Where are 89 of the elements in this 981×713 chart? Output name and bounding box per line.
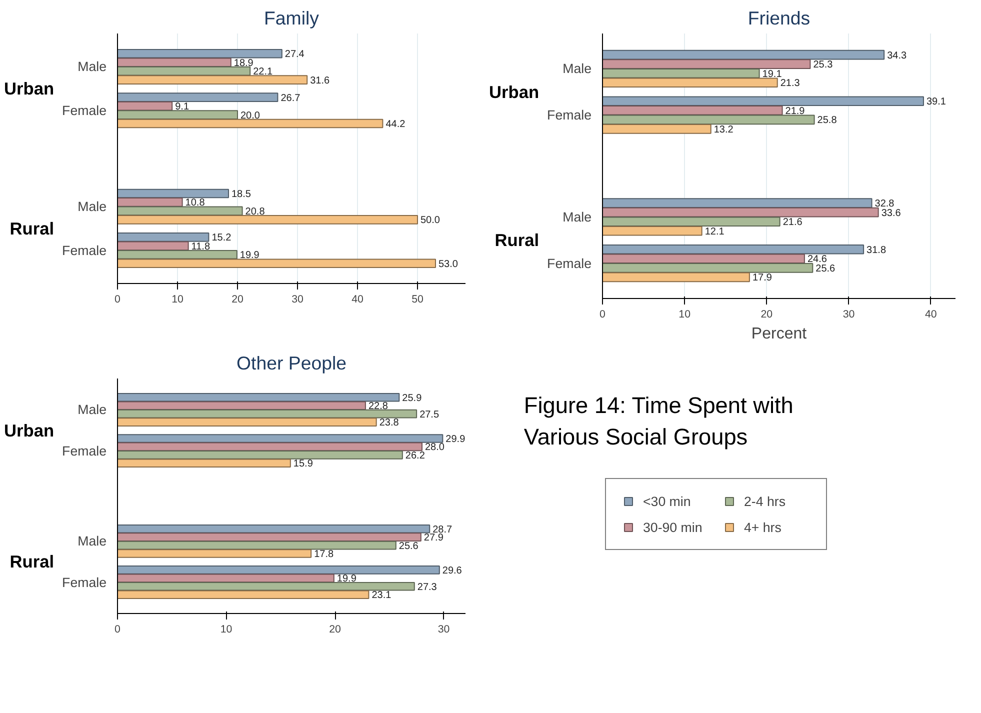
data-label: 15.9 [293,458,314,470]
data-label: 27.5 [420,409,440,420]
data-label: 50.0 [420,215,440,226]
data-label: 23.8 [379,418,400,429]
data-label: 33.6 [881,208,902,219]
data-label: 28.0 [425,442,445,454]
chart-title: Friends [748,8,810,28]
x-tick-label: 20 [329,624,341,636]
x-tick-label: 0 [600,308,606,320]
data-label: 22.1 [253,66,273,78]
legend-label: 4+ hrs [744,520,782,534]
caption: Figure 14: Time Spent with Various Social Groups [524,392,794,450]
y-tick-label: Male [562,209,592,224]
legend-label: <30 min [643,494,692,508]
x-tick-label: 20 [760,308,773,320]
x-tick-label: 20 [232,294,244,306]
data-label: 29.9 [446,434,466,445]
data-label: 12.1 [704,226,725,238]
data-label: 31.6 [310,75,330,86]
y-tick-label: Male [78,402,106,418]
x-tick-label: 10 [678,308,691,320]
chart-title: Other People [236,352,346,374]
y-tick-label: Female [62,443,107,458]
x-tick-label: 40 [352,294,364,306]
y-tick-label: Male [78,199,106,214]
data-label: 18.5 [232,188,252,200]
data-label: 11.8 [191,241,210,252]
data-label: 21.3 [780,78,800,90]
y-tick-label: Male [562,61,592,76]
data-label: 53.0 [438,258,458,270]
data-label: 19.9 [240,250,260,262]
data-label: 10.8 [185,198,206,209]
y-tick-label: Male [78,59,106,74]
chart-title: Family [264,8,320,28]
data-label: 17.8 [314,549,334,560]
x-tick-label: 30 [292,294,304,306]
text: Urban [488,82,540,102]
data-label: 21.6 [782,217,803,228]
data-label: 20.8 [245,206,266,218]
data-label: 15.2 [212,232,232,244]
x-tick-label: 50 [412,294,424,306]
data-label: 17.9 [752,272,772,284]
data-label: 20.0 [240,110,260,122]
data-label: 26.2 [405,450,426,462]
y-tick-label: Female [62,574,107,590]
text: Rural [10,218,54,238]
legend-label: 30-90 min [643,520,704,534]
data-label: 39.1 [926,96,946,108]
text: Rural [10,552,54,572]
data-label: 29.6 [442,565,462,576]
x-tick-label: 30 [438,624,450,636]
data-label: 27.4 [284,49,305,60]
data-label: 21.9 [785,106,806,117]
y-tick-label: Female [62,242,107,258]
x-tick-label: 30 [842,308,855,320]
data-label: 25.8 [817,115,838,126]
y-tick-label: Female [547,108,592,123]
data-label: 13.2 [714,124,734,136]
legend-label: 2-4 hrs [744,494,786,508]
data-label: 26.7 [280,92,301,104]
data-label: 34.3 [887,50,907,62]
x-axis-title: Percent [751,326,808,342]
data-label: 25.9 [402,392,422,404]
data-label: 32.8 [874,198,895,210]
data-label: 9.1 [175,102,190,113]
data-label: 25.6 [816,263,836,274]
y-tick-label: Female [62,102,107,118]
data-label: 25.6 [398,540,419,552]
data-label: 19.1 [762,68,782,80]
data-label: 18.9 [234,58,254,69]
data-label: 44.2 [386,119,406,130]
x-tick-label: 10 [172,294,184,306]
text: Rural [494,230,540,250]
text: Urban [4,420,54,440]
x-tick-label: 10 [220,624,232,636]
data-label: 22.8 [368,401,388,412]
y-tick-label: Male [78,534,106,549]
y-tick-label: Female [547,256,592,271]
data-label: 27.3 [417,582,438,593]
x-tick-label: 0 [114,294,121,306]
data-label: 23.1 [372,590,392,602]
x-tick-label: 0 [114,624,121,636]
data-label: 25.3 [813,60,834,71]
data-label: 27.9 [424,532,444,544]
x-tick-label: 40 [924,308,937,320]
data-label: 31.8 [866,244,886,256]
data-label: 19.9 [336,574,357,585]
text: Urban [4,78,54,99]
data-label: 24.6 [807,254,828,266]
